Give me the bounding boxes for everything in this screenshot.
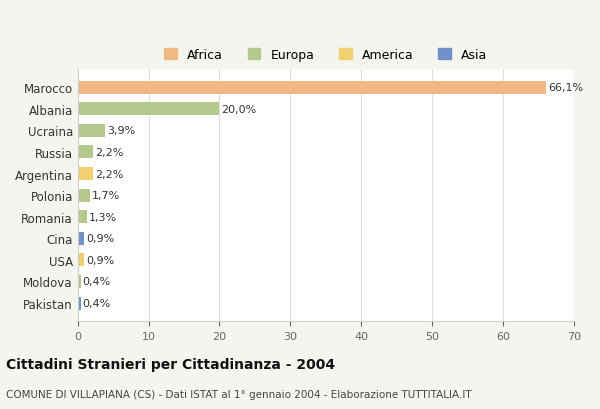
Bar (78, 81, 546, 94)
Text: 66,1%: 66,1% (548, 83, 583, 93)
Text: 20,0%: 20,0% (221, 105, 257, 115)
Bar (78, 254, 84, 267)
Bar (78, 103, 220, 116)
Text: COMUNE DI VILLAPIANA (CS) - Dati ISTAT al 1° gennaio 2004 - Elaborazione TUTTITA: COMUNE DI VILLAPIANA (CS) - Dati ISTAT a… (6, 389, 472, 399)
Text: 0,4%: 0,4% (83, 298, 111, 308)
Text: 0,9%: 0,9% (86, 255, 115, 265)
Text: 0,9%: 0,9% (86, 234, 115, 244)
Text: 1,7%: 1,7% (92, 191, 120, 201)
Bar (78, 297, 80, 310)
Text: 3,9%: 3,9% (107, 126, 136, 136)
Bar (78, 232, 84, 245)
Bar (78, 146, 94, 159)
Text: Cittadini Stranieri per Cittadinanza - 2004: Cittadini Stranieri per Cittadinanza - 2… (6, 357, 335, 371)
Text: 1,3%: 1,3% (89, 212, 117, 222)
Text: 0,4%: 0,4% (83, 277, 111, 287)
Bar (78, 275, 80, 288)
Text: 2,2%: 2,2% (95, 148, 124, 157)
Bar (78, 125, 106, 137)
Legend: Africa, Europa, America, Asia: Africa, Europa, America, Asia (160, 44, 492, 67)
Bar (78, 168, 94, 181)
Bar (78, 189, 90, 202)
Text: 2,2%: 2,2% (95, 169, 124, 179)
Bar (78, 211, 87, 224)
